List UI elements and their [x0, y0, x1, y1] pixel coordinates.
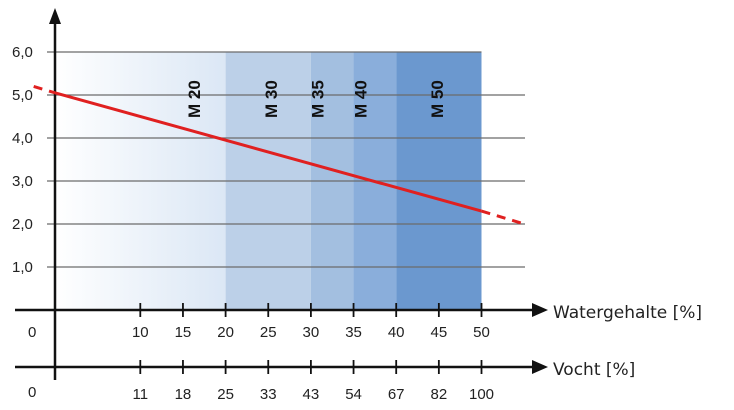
x-primary-zero-label: 0	[28, 324, 36, 341]
zone-label-1: M 30	[262, 80, 281, 118]
x-primary-tick-label-8: 50	[473, 324, 490, 341]
x-primary-tick-label-4: 30	[303, 324, 320, 341]
x-primary-tick-label-1: 15	[175, 324, 192, 341]
zone-label-0: M 20	[185, 80, 204, 118]
y-axis-arrow	[49, 8, 61, 24]
series-0-solid	[54, 91, 482, 213]
series-0-dashed-start	[33, 84, 56, 95]
zone-label-3: M 40	[351, 80, 370, 118]
y-tick-label-3: 4,0	[12, 130, 33, 147]
x-secondary-tick-label-2: 25	[217, 386, 234, 403]
zone-label-2: M 35	[309, 80, 328, 118]
y-tick-label-4: 5,0	[12, 87, 33, 104]
x-axis-secondary-title: Vocht [%]	[553, 360, 635, 380]
x-primary-tick-label-0: 10	[132, 324, 149, 341]
x-secondary-tick-label-6: 67	[388, 386, 405, 403]
x-secondary-tick-label-3: 33	[260, 386, 277, 403]
x-axis-secondary-arrow	[532, 360, 548, 374]
x-axis-primary-title: Watergehalte [%]	[553, 303, 702, 323]
x-secondary-tick-label-8: 100	[469, 386, 494, 403]
data-series	[33, 84, 525, 226]
x-secondary-tick-label-7: 82	[431, 386, 448, 403]
gridlines	[47, 51, 525, 268]
x-primary-tick-label-5: 35	[345, 324, 362, 341]
x-primary-tick-label-6: 40	[388, 324, 405, 341]
labels: M 20 M 30 M 35 M 40 M 50 1,0 2,0 3,0 4,0 5,0 6,0 10…	[12, 44, 702, 403]
x-primary-tick-label-2: 20	[217, 324, 234, 341]
x-axis-primary-arrow	[532, 303, 548, 317]
y-tick-label-0: 1,0	[12, 259, 33, 276]
x-secondary-tick-label-4: 43	[303, 386, 320, 403]
axes	[15, 8, 548, 380]
x-secondary-zero-label: 0	[28, 384, 36, 401]
x-secondary-tick-label-0: 11	[133, 386, 149, 403]
x-primary-tick-label-3: 25	[260, 324, 277, 341]
x-primary-tick-label-7: 45	[431, 324, 448, 341]
x-secondary-tick-label-5: 54	[345, 386, 362, 403]
y-tick-label-5: 6,0	[12, 44, 33, 61]
zone-label-4: M 50	[428, 80, 447, 118]
y-tick-label-1: 2,0	[12, 216, 33, 233]
series-0-dashed-end	[481, 209, 525, 226]
y-tick-label-2: 3,0	[12, 173, 33, 190]
x-secondary-tick-label-1: 18	[175, 386, 192, 403]
